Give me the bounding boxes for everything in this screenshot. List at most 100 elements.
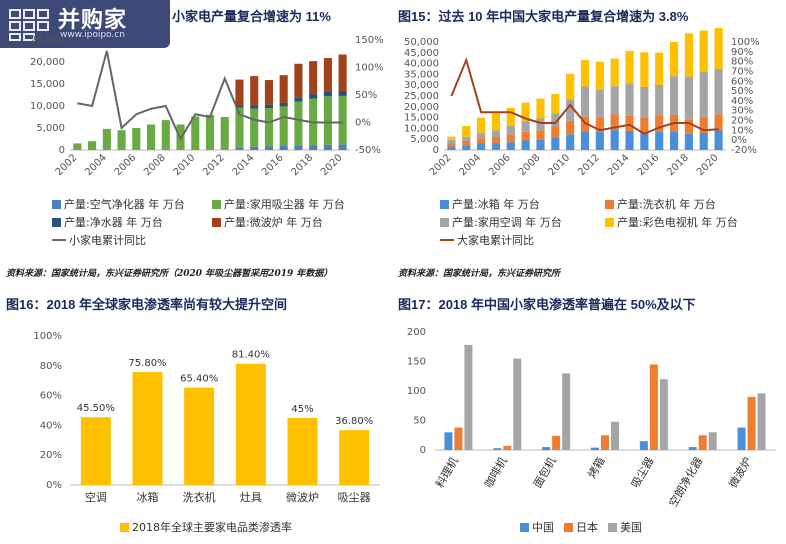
fig15-bar-s3-17 — [699, 30, 708, 72]
fig17-legend-item-2: 美国 — [608, 519, 642, 535]
fig15-bar-s0-11 — [610, 129, 619, 150]
fig15-xtick: 2006 — [487, 152, 513, 178]
fig14-xtick: 2018 — [290, 152, 316, 178]
fig14-legend-item-1-swatch — [212, 200, 221, 209]
fig14-bar-s1-2 — [102, 128, 111, 150]
fig15-bar-s0-16 — [684, 133, 693, 150]
fig15-ytick: 40,000 — [404, 59, 439, 70]
fig15-bar-s2-7 — [551, 113, 560, 127]
fig14-ytick: 5,000 — [36, 123, 65, 134]
fig15-bar-s3-3 — [491, 113, 501, 131]
fig15-ytick: 10,000 — [404, 123, 439, 134]
fig15-y2tick: 50% — [731, 86, 753, 97]
source-note-right: 资料来源：国家统计局，东兴证券研究所 — [398, 269, 561, 279]
fig15-bar-s0-13 — [640, 132, 649, 150]
fig14-xtick: 2006 — [113, 152, 139, 178]
fig15-bar-s2-2 — [477, 132, 486, 139]
fig14-legend-item-2: 产量:净水器 年 万台 — [52, 214, 163, 230]
fig15-bar-s1-13 — [640, 117, 649, 133]
fig14-bar-s2-15 — [294, 97, 303, 102]
fig14-legend: 产量:空气净化器 年 万台 产量:家用吸尘器 年 万台 产量:净水器 年 万台 产量:… — [52, 196, 392, 256]
fig14-bar-s2-18 — [338, 91, 347, 96]
fig14-bar-s0-12 — [250, 146, 259, 150]
fig14-bar-s2-12 — [250, 105, 259, 109]
fig15-xtick: 2020 — [695, 152, 721, 178]
fig15-legend-item-0-swatch — [440, 200, 449, 209]
fig15-y2tick: 90% — [731, 47, 753, 58]
fig16-category-4: 微波炉 — [286, 490, 319, 504]
fig17-legend-item-2-swatch — [608, 523, 617, 532]
fig15-bar-s2-10 — [595, 89, 604, 118]
fig17-category-0: 料理机 — [432, 455, 461, 491]
fig15-bar-s2-11 — [610, 86, 619, 115]
fig14-bar-s0-13 — [264, 146, 273, 150]
fig14-bar-s1-5 — [147, 124, 156, 150]
fig16-ytick: 60% — [40, 391, 62, 402]
fig14-ytick: 10,000 — [30, 101, 65, 112]
fig17-legend-item-1: 日本 — [564, 519, 598, 535]
fig16-bar-2 — [184, 387, 215, 485]
fig16-category-3: 灶具 — [240, 491, 262, 504]
fig15-bar-s1-6 — [536, 130, 545, 140]
source-note-left: 资料来源：国家统计局，东兴证券研究所（2020 年吸尘器暂采用2019 年数据） — [6, 269, 333, 279]
fig15-bar-s2-17 — [699, 71, 708, 117]
fig15-bar-s3-6 — [536, 98, 545, 119]
fig14-xtick: 2002 — [54, 152, 80, 178]
fig15-bar-s2-4 — [506, 126, 515, 135]
fig15-legend-item-3-swatch — [605, 218, 614, 227]
fig15-legend-item-0-label: 产量:冰箱 年 万台 — [452, 198, 540, 211]
fig15-y2tick: 30% — [731, 106, 753, 117]
fig15-bar-s3-18 — [714, 27, 723, 69]
fig14-legend-item-4-label: 小家电累计同比 — [69, 234, 146, 247]
fig14-bar-s1-12 — [250, 108, 259, 147]
fig14-bar-s1-9 — [205, 114, 215, 150]
fig15-bar-s2-18 — [714, 69, 723, 115]
fig16-ytick: 0% — [46, 480, 62, 491]
fig15-bar-s3-5 — [521, 102, 530, 122]
fig14-bar-s1-11 — [235, 107, 244, 148]
fig14-y2tick: 50% — [355, 90, 377, 101]
fig15-bar-s1-4 — [506, 134, 515, 143]
fig15-bar-s0-9 — [580, 131, 590, 150]
fig15-y2tick: 0% — [731, 135, 747, 146]
fig17-category-2: 面包机 — [530, 455, 559, 491]
fig14-legend-item-4-swatch — [52, 239, 66, 241]
fig17-title: 图17：2018 年中国小家电渗透率普遍在 50%及以下 — [398, 297, 696, 312]
fig15-legend-item-3-label: 产量:彩色电视机 年 万台 — [617, 216, 738, 229]
fig17-bar-s0-1 — [493, 448, 502, 450]
fig15-xtick: 2012 — [576, 152, 602, 178]
fig15-bar-s3-12 — [625, 50, 634, 84]
site-logo: 并购家 www.ipoipo.cn — [0, 0, 170, 48]
fig15-bar-s0-15 — [669, 131, 679, 150]
fig17-bar-s1-0 — [454, 427, 463, 450]
fig17-bar-s0-4 — [639, 441, 648, 450]
fig15-bar-s2-0 — [447, 139, 456, 144]
fig17-category-1: 咖啡机 — [481, 455, 510, 491]
fig15-y2tick: 100% — [731, 37, 760, 48]
fig15-bar-s2-3 — [491, 130, 501, 138]
fig15-legend-item-4: 大家电累计同比 — [440, 232, 534, 248]
fig14-bar-s1-1 — [88, 141, 97, 150]
fig14-bar-s1-6 — [161, 120, 170, 150]
fig14-xtick: 2004 — [83, 152, 109, 178]
fig16-legend: 2018年全球主要家电品类渗透率 — [120, 519, 380, 535]
fig15-y2tick: -20% — [731, 145, 757, 156]
fig17-legend-item-2-label: 美国 — [620, 521, 642, 534]
fig17-bar-s2-1 — [513, 358, 522, 450]
fig15-bar-s2-9 — [580, 86, 590, 117]
fig16-legend-item-swatch — [120, 523, 129, 532]
fig14-bar-s2-11 — [235, 105, 244, 108]
fig17-bar-s2-4 — [659, 379, 668, 450]
fig16-ytick: 100% — [33, 331, 62, 342]
fig14-legend-item-2-swatch — [52, 218, 61, 227]
fig16-category-1: 冰箱 — [137, 490, 159, 504]
fig17-category-3: 烤箱 — [584, 455, 607, 481]
fig15-bar-s3-15 — [669, 42, 679, 77]
fig15-bar-s1-14 — [655, 115, 664, 132]
fig17-ytick: 100 — [407, 386, 426, 397]
fig17-ytick: 50 — [413, 416, 426, 427]
fig15-ytick: 0 — [433, 145, 439, 156]
fig15-bar-s1-17 — [699, 116, 708, 133]
fig17-bar-s2-3 — [611, 421, 619, 450]
fig14-bar-s1-17 — [323, 96, 332, 145]
